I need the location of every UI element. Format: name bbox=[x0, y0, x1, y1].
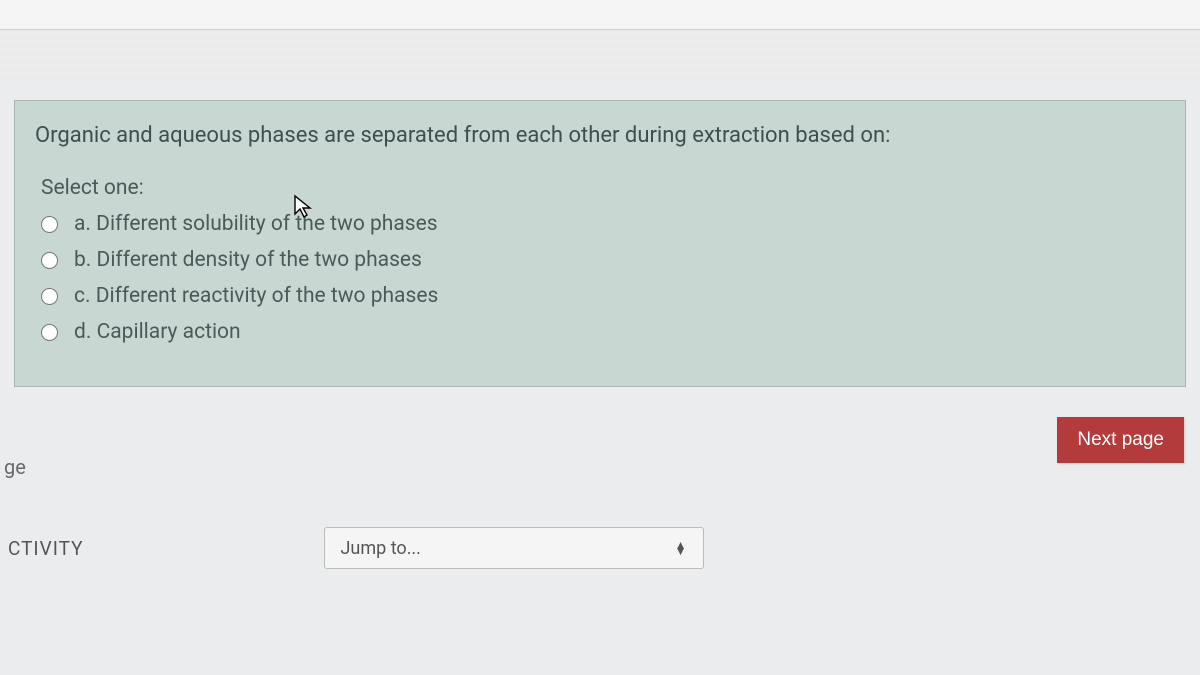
option-c[interactable]: c. Different reactivity of the two phase… bbox=[41, 284, 1165, 308]
prev-page-fragment[interactable]: ge bbox=[4, 455, 26, 479]
radio-a[interactable] bbox=[41, 216, 58, 233]
question-text: Organic and aqueous phases are separated… bbox=[35, 123, 1165, 148]
option-d-label: d. Capillary action bbox=[74, 320, 241, 344]
option-b[interactable]: b. Different density of the two phases bbox=[41, 248, 1165, 272]
option-a-label: a. Different solubility of the two phase… bbox=[74, 212, 438, 236]
nav-row: ge Next page bbox=[14, 417, 1186, 479]
answer-block: Select one: a. Different solubility of t… bbox=[35, 176, 1165, 344]
toolbar-stripes bbox=[0, 30, 1200, 80]
jump-to-placeholder: Jump to... bbox=[341, 538, 421, 559]
footer-row: CTIVITY Jump to... ▲▼ bbox=[14, 527, 1186, 569]
activity-heading-fragment: CTIVITY bbox=[8, 537, 84, 560]
radio-d[interactable] bbox=[41, 324, 58, 341]
option-a[interactable]: a. Different solubility of the two phase… bbox=[41, 212, 1165, 236]
select-arrows-icon: ▲▼ bbox=[675, 542, 687, 554]
option-b-label: b. Different density of the two phases bbox=[74, 248, 422, 272]
select-one-prompt: Select one: bbox=[41, 176, 1165, 200]
next-page-button[interactable]: Next page bbox=[1057, 417, 1184, 463]
main-content: Organic and aqueous phases are separated… bbox=[0, 80, 1200, 569]
question-card: Organic and aqueous phases are separated… bbox=[14, 100, 1186, 387]
option-d[interactable]: d. Capillary action bbox=[41, 320, 1165, 344]
radio-b[interactable] bbox=[41, 252, 58, 269]
option-c-label: c. Different reactivity of the two phase… bbox=[74, 284, 438, 308]
jump-to-select[interactable]: Jump to... ▲▼ bbox=[324, 527, 704, 569]
window-top-bar bbox=[0, 0, 1200, 30]
radio-c[interactable] bbox=[41, 288, 58, 305]
